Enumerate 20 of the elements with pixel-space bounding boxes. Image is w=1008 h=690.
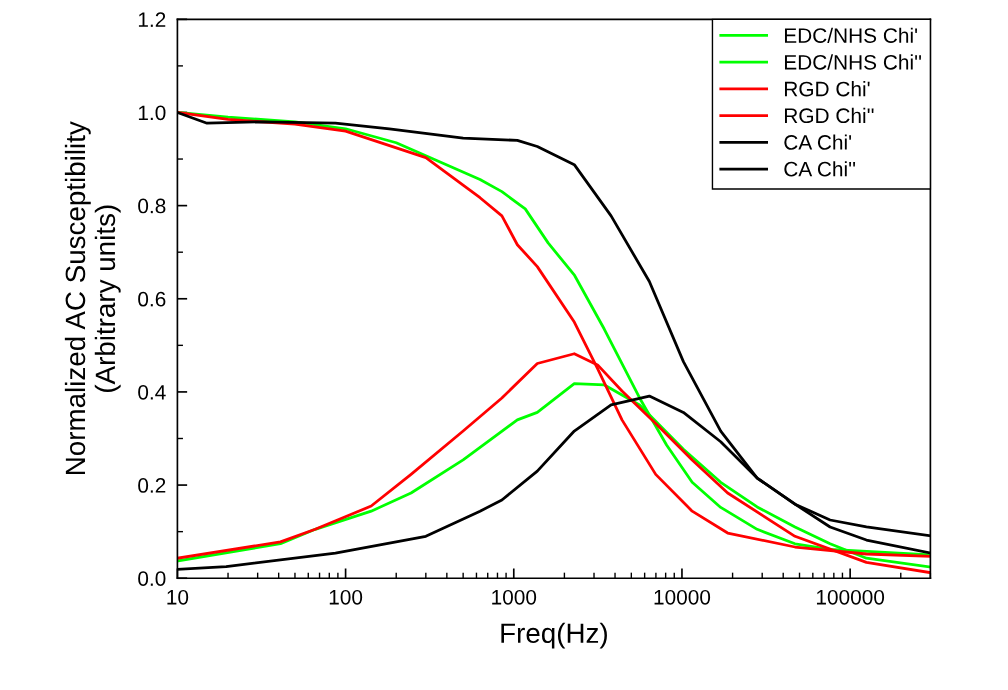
x-tick-label: 100 — [329, 589, 363, 605]
x-tick-label: 10 — [167, 589, 189, 605]
y-tick-label: 1.0 — [138, 105, 166, 121]
x-axis-title: Freq(Hz) — [501, 622, 607, 649]
x-tick-label: 100000 — [816, 589, 885, 605]
y-tick-label: 0.4 — [138, 384, 166, 400]
x-tick-label: 1000 — [492, 589, 537, 605]
y-axis-title: Normalized AC Susceptibility (Arbitrary units) — [64, 121, 121, 475]
legend-label: RGD Chi' — [784, 81, 870, 97]
x-tick-label: 10000 — [654, 589, 711, 605]
legend-label: EDC/NHS Chi' — [784, 27, 918, 43]
y-tick-label: 0.0 — [138, 571, 166, 586]
y-tick-label: 0.2 — [138, 478, 166, 493]
y-tick-label: 1.2 — [138, 12, 166, 27]
legend-label: CA Chi'' — [784, 161, 856, 177]
y-tick-label: 0.8 — [138, 198, 166, 214]
y-tick-label: 0.6 — [138, 291, 166, 307]
legend-label: EDC/NHS Chi'' — [784, 54, 921, 70]
legend-label: RGD Chi'' — [784, 107, 874, 124]
legend-label: CA Chi' — [784, 134, 852, 150]
